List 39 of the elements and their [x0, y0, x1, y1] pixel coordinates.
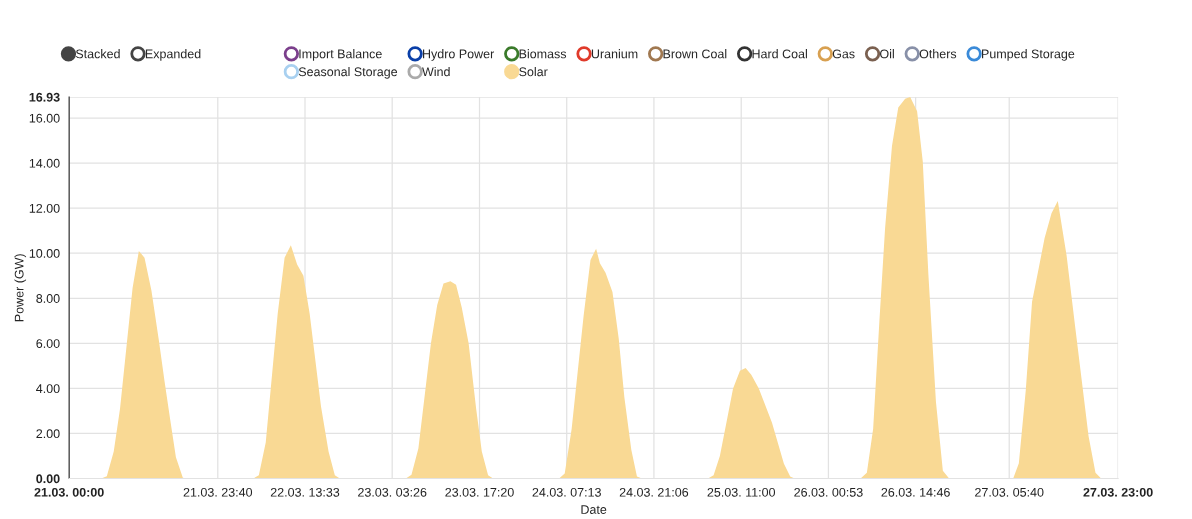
- y-tick-label: 6.00: [36, 339, 60, 348]
- x-tick-label: 24.03. 21:06: [619, 487, 689, 497]
- legend-label: Uranium: [591, 49, 638, 59]
- legend-label: Wind: [422, 67, 450, 77]
- legend-label: Import Balance: [299, 49, 382, 61]
- legend-label: Gas: [832, 49, 855, 59]
- y-tick-label: 16.00: [29, 113, 60, 123]
- y-tick-label: 12.00: [29, 203, 60, 213]
- text: Stacked: [75, 49, 120, 59]
- legend-label: Hydro Power: [423, 49, 495, 61]
- x-tick-label: 27.03. 23:00: [1083, 487, 1153, 497]
- legend-label: Brown Coal: [663, 49, 727, 59]
- legend-label: Solar: [519, 67, 548, 77]
- x-tick-label: 25.03. 11:00: [707, 487, 776, 497]
- y-tick-label: 2.00: [36, 429, 60, 439]
- x-tick-label: 27.03. 05:40: [975, 487, 1044, 497]
- text: Expanded: [145, 49, 201, 61]
- y-tick-label: 0.00: [36, 474, 60, 484]
- legend-label: Others: [919, 49, 957, 59]
- legend-label: Pumped Storage: [982, 49, 1075, 61]
- x-axis-title: Date: [581, 505, 607, 514]
- x-tick-label: 22.03. 13:33: [270, 487, 340, 497]
- y-tick-label: 16.93: [29, 92, 60, 102]
- legend-label: Biomass: [519, 49, 567, 59]
- x-tick-label: 23.03. 17:20: [445, 487, 514, 497]
- x-tick-label: 23.03. 03:26: [358, 487, 427, 497]
- x-tick-label: 26.03. 00:53: [794, 487, 863, 497]
- y-axis-title: Power (GW): [14, 254, 27, 322]
- y-tick-label: 4.00: [36, 384, 60, 394]
- legend-label: Hard Coal: [752, 49, 807, 59]
- x-tick-label: 24.03. 07:13: [532, 487, 601, 497]
- y-tick-label: 14.00: [29, 158, 60, 168]
- legend-label: Oil: [880, 49, 894, 59]
- x-tick-label: 26.03. 14:46: [881, 487, 950, 497]
- x-tick-label: 21.03. 00:00: [34, 487, 104, 497]
- y-tick-label: 10.00: [29, 249, 60, 258]
- y-tick-label: 8.00: [36, 294, 60, 303]
- legend-label: Seasonal Storage: [298, 67, 398, 79]
- x-tick-label: 21.03. 23:40: [183, 487, 253, 497]
